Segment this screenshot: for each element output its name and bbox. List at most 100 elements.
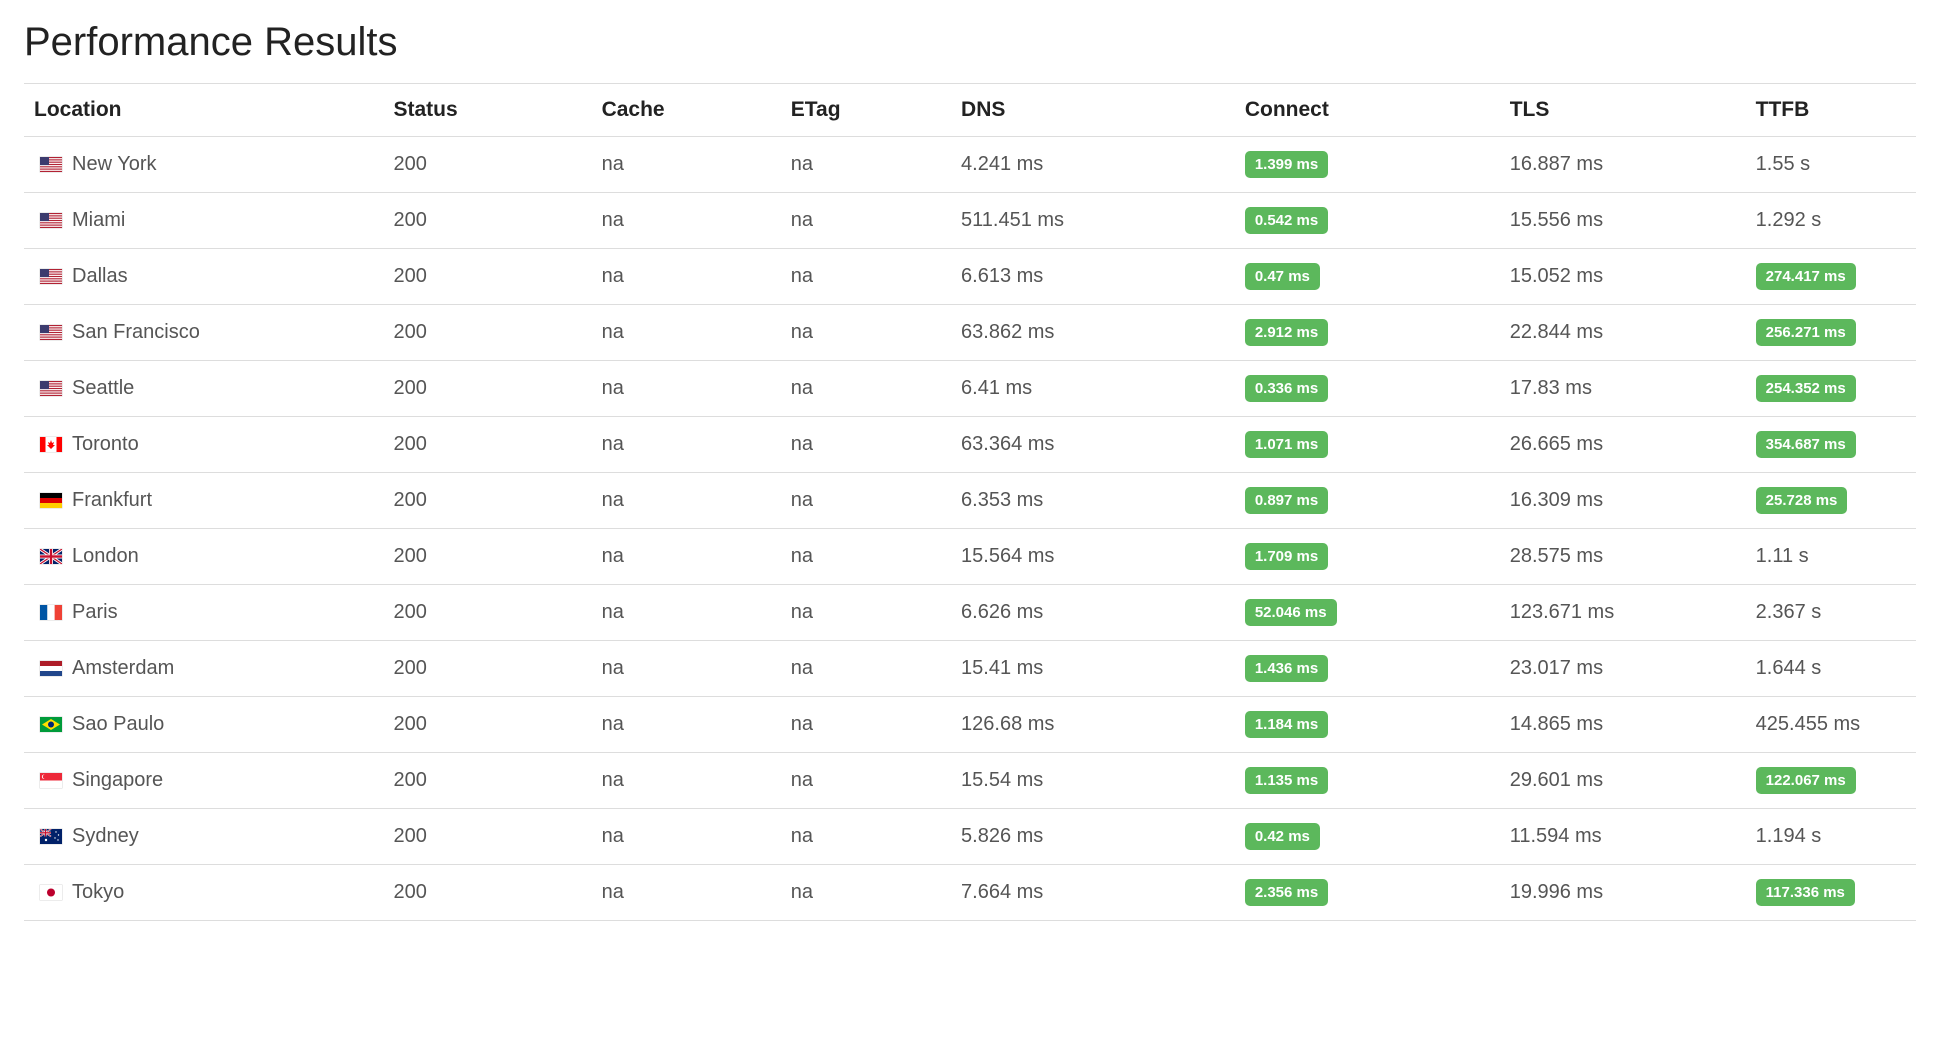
metric-badge: 0.897 ms — [1245, 487, 1328, 514]
cell-ttfb: 25.728 ms — [1746, 473, 1916, 529]
cell-etag: na — [781, 641, 951, 697]
cell-etag: na — [781, 809, 951, 865]
cell-connect: 1.184 ms — [1235, 697, 1500, 753]
table-row[interactable]: Toronto200nana63.364 ms1.071 ms26.665 ms… — [24, 417, 1916, 473]
flag-jp-icon — [40, 885, 62, 900]
page-title: Performance Results — [24, 20, 1916, 65]
cell-tls: 29.601 ms — [1500, 753, 1746, 809]
table-row[interactable]: San Francisco200nana63.862 ms2.912 ms22.… — [24, 305, 1916, 361]
cell-cache: na — [592, 529, 781, 585]
cell-tls: 22.844 ms — [1500, 305, 1746, 361]
metric-badge: 52.046 ms — [1245, 599, 1337, 626]
col-etag[interactable]: ETag — [781, 84, 951, 137]
cell-etag: na — [781, 529, 951, 585]
cell-connect: 1.399 ms — [1235, 137, 1500, 193]
cell-tls: 15.556 ms — [1500, 193, 1746, 249]
cell-tls: 23.017 ms — [1500, 641, 1746, 697]
cell-etag: na — [781, 417, 951, 473]
cell-cache: na — [592, 585, 781, 641]
cell-etag: na — [781, 697, 951, 753]
cell-dns: 15.41 ms — [951, 641, 1235, 697]
flag-us-icon — [40, 269, 62, 284]
cell-cache: na — [592, 473, 781, 529]
cell-tls: 11.594 ms — [1500, 809, 1746, 865]
flag-au-icon — [40, 829, 62, 844]
cell-ttfb: 1.11 s — [1746, 529, 1916, 585]
cell-dns: 126.68 ms — [951, 697, 1235, 753]
cell-etag: na — [781, 753, 951, 809]
cell-status: 200 — [383, 137, 591, 193]
cell-location: New York — [24, 137, 383, 193]
metric-badge: 254.352 ms — [1756, 375, 1856, 402]
cell-connect: 0.336 ms — [1235, 361, 1500, 417]
location-label: Dallas — [72, 265, 128, 287]
table-header: Location Status Cache ETag DNS Connect T… — [24, 84, 1916, 137]
flag-us-icon — [40, 157, 62, 172]
cell-dns: 63.364 ms — [951, 417, 1235, 473]
cell-dns: 63.862 ms — [951, 305, 1235, 361]
cell-tls: 28.575 ms — [1500, 529, 1746, 585]
cell-etag: na — [781, 193, 951, 249]
cell-ttfb: 256.271 ms — [1746, 305, 1916, 361]
cell-dns: 6.613 ms — [951, 249, 1235, 305]
col-location[interactable]: Location — [24, 84, 383, 137]
cell-status: 200 — [383, 641, 591, 697]
table-row[interactable]: New York200nana4.241 ms1.399 ms16.887 ms… — [24, 137, 1916, 193]
cell-dns: 5.826 ms — [951, 809, 1235, 865]
table-row[interactable]: Amsterdam200nana15.41 ms1.436 ms23.017 m… — [24, 641, 1916, 697]
flag-us-icon — [40, 213, 62, 228]
col-status[interactable]: Status — [383, 84, 591, 137]
table-row[interactable]: Miami200nana511.451 ms0.542 ms15.556 ms1… — [24, 193, 1916, 249]
location-label: Seattle — [72, 377, 134, 399]
metric-badge: 1.071 ms — [1245, 431, 1328, 458]
table-row[interactable]: Sao Paulo200nana126.68 ms1.184 ms14.865 … — [24, 697, 1916, 753]
cell-etag: na — [781, 585, 951, 641]
flag-ca-icon — [40, 437, 62, 452]
col-connect[interactable]: Connect — [1235, 84, 1500, 137]
location-label: San Francisco — [72, 321, 200, 343]
cell-ttfb: 274.417 ms — [1746, 249, 1916, 305]
cell-status: 200 — [383, 417, 591, 473]
metric-badge: 1.184 ms — [1245, 711, 1328, 738]
cell-ttfb: 354.687 ms — [1746, 417, 1916, 473]
location-label: London — [72, 545, 139, 567]
cell-dns: 15.54 ms — [951, 753, 1235, 809]
cell-cache: na — [592, 305, 781, 361]
cell-dns: 4.241 ms — [951, 137, 1235, 193]
cell-location: Toronto — [24, 417, 383, 473]
cell-etag: na — [781, 305, 951, 361]
cell-location: Sao Paulo — [24, 697, 383, 753]
metric-badge: 0.47 ms — [1245, 263, 1320, 290]
cell-connect: 2.912 ms — [1235, 305, 1500, 361]
table-row[interactable]: Seattle200nana6.41 ms0.336 ms17.83 ms254… — [24, 361, 1916, 417]
flag-sg-icon — [40, 773, 62, 788]
cell-dns: 511.451 ms — [951, 193, 1235, 249]
cell-cache: na — [592, 417, 781, 473]
metric-badge: 25.728 ms — [1756, 487, 1848, 514]
cell-etag: na — [781, 361, 951, 417]
table-row[interactable]: Paris200nana6.626 ms52.046 ms123.671 ms2… — [24, 585, 1916, 641]
table-row[interactable]: Frankfurt200nana6.353 ms0.897 ms16.309 m… — [24, 473, 1916, 529]
col-ttfb[interactable]: TTFB — [1746, 84, 1916, 137]
col-dns[interactable]: DNS — [951, 84, 1235, 137]
location-label: Toronto — [72, 433, 139, 455]
table-row[interactable]: Sydney200nana5.826 ms0.42 ms11.594 ms1.1… — [24, 809, 1916, 865]
cell-tls: 123.671 ms — [1500, 585, 1746, 641]
table-row[interactable]: Singapore200nana15.54 ms1.135 ms29.601 m… — [24, 753, 1916, 809]
cell-status: 200 — [383, 473, 591, 529]
location-label: Sao Paulo — [72, 713, 164, 735]
table-row[interactable]: Tokyo200nana7.664 ms2.356 ms19.996 ms117… — [24, 865, 1916, 921]
cell-dns: 7.664 ms — [951, 865, 1235, 921]
cell-connect: 1.135 ms — [1235, 753, 1500, 809]
metric-badge: 0.542 ms — [1245, 207, 1328, 234]
cell-cache: na — [592, 753, 781, 809]
table-row[interactable]: Dallas200nana6.613 ms0.47 ms15.052 ms274… — [24, 249, 1916, 305]
cell-connect: 1.071 ms — [1235, 417, 1500, 473]
table-row[interactable]: London200nana15.564 ms1.709 ms28.575 ms1… — [24, 529, 1916, 585]
col-cache[interactable]: Cache — [592, 84, 781, 137]
performance-table: Location Status Cache ETag DNS Connect T… — [24, 83, 1916, 921]
cell-status: 200 — [383, 865, 591, 921]
col-tls[interactable]: TLS — [1500, 84, 1746, 137]
cell-cache: na — [592, 809, 781, 865]
metric-badge: 1.135 ms — [1245, 767, 1328, 794]
